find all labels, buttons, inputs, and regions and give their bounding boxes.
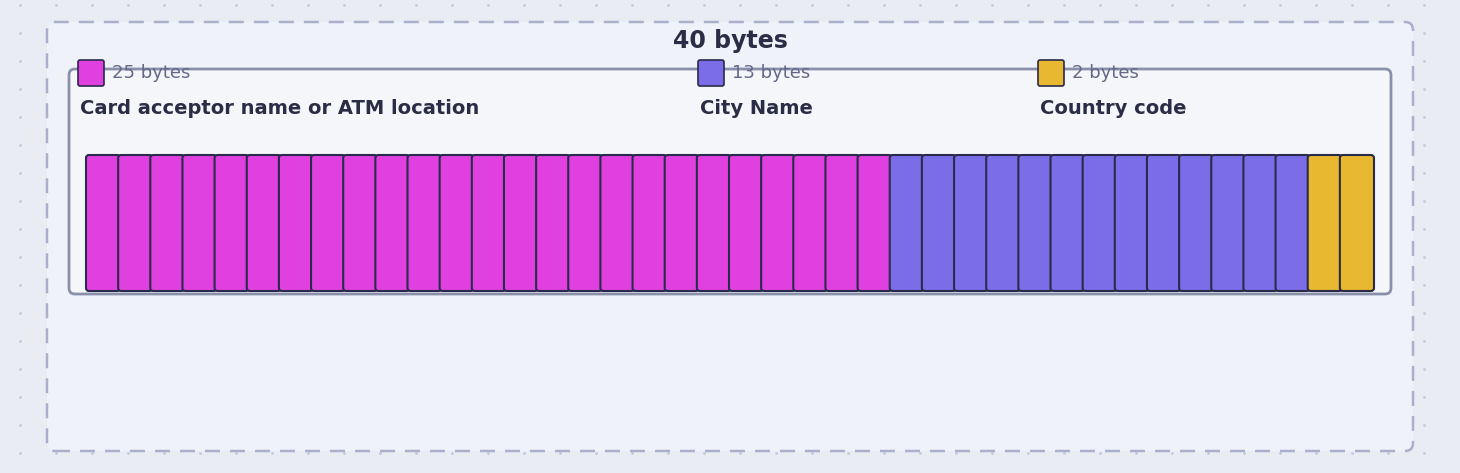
FancyBboxPatch shape: [407, 155, 441, 291]
FancyBboxPatch shape: [150, 155, 184, 291]
FancyBboxPatch shape: [1308, 155, 1342, 291]
Text: 2 bytes: 2 bytes: [1072, 64, 1139, 82]
FancyBboxPatch shape: [182, 155, 216, 291]
FancyBboxPatch shape: [953, 155, 988, 291]
FancyBboxPatch shape: [698, 60, 724, 86]
FancyBboxPatch shape: [472, 155, 507, 291]
Text: Card acceptor name or ATM location: Card acceptor name or ATM location: [80, 98, 479, 117]
FancyBboxPatch shape: [1083, 155, 1117, 291]
FancyBboxPatch shape: [825, 155, 860, 291]
FancyBboxPatch shape: [568, 155, 603, 291]
FancyBboxPatch shape: [1212, 155, 1245, 291]
FancyBboxPatch shape: [1276, 155, 1310, 291]
FancyBboxPatch shape: [439, 155, 474, 291]
FancyBboxPatch shape: [761, 155, 796, 291]
FancyBboxPatch shape: [1148, 155, 1181, 291]
Text: 13 bytes: 13 bytes: [731, 64, 810, 82]
Text: City Name: City Name: [699, 98, 813, 117]
FancyBboxPatch shape: [632, 155, 667, 291]
FancyBboxPatch shape: [1340, 155, 1374, 291]
FancyBboxPatch shape: [1244, 155, 1278, 291]
FancyBboxPatch shape: [47, 22, 1413, 451]
FancyBboxPatch shape: [215, 155, 248, 291]
FancyBboxPatch shape: [86, 155, 120, 291]
Text: Country code: Country code: [1040, 98, 1187, 117]
FancyBboxPatch shape: [375, 155, 409, 291]
Text: 40 bytes: 40 bytes: [673, 29, 787, 53]
FancyBboxPatch shape: [343, 155, 377, 291]
FancyBboxPatch shape: [504, 155, 539, 291]
FancyBboxPatch shape: [696, 155, 731, 291]
Text: 25 bytes: 25 bytes: [112, 64, 190, 82]
FancyBboxPatch shape: [986, 155, 1021, 291]
FancyBboxPatch shape: [1180, 155, 1213, 291]
FancyBboxPatch shape: [77, 60, 104, 86]
FancyBboxPatch shape: [279, 155, 312, 291]
FancyBboxPatch shape: [1038, 60, 1064, 86]
FancyBboxPatch shape: [664, 155, 699, 291]
FancyBboxPatch shape: [1115, 155, 1149, 291]
FancyBboxPatch shape: [729, 155, 764, 291]
FancyBboxPatch shape: [536, 155, 571, 291]
FancyBboxPatch shape: [311, 155, 345, 291]
FancyBboxPatch shape: [69, 69, 1391, 294]
FancyBboxPatch shape: [118, 155, 152, 291]
FancyBboxPatch shape: [921, 155, 956, 291]
FancyBboxPatch shape: [600, 155, 635, 291]
FancyBboxPatch shape: [1018, 155, 1053, 291]
FancyBboxPatch shape: [889, 155, 924, 291]
FancyBboxPatch shape: [793, 155, 828, 291]
FancyBboxPatch shape: [1051, 155, 1085, 291]
FancyBboxPatch shape: [857, 155, 892, 291]
FancyBboxPatch shape: [247, 155, 280, 291]
